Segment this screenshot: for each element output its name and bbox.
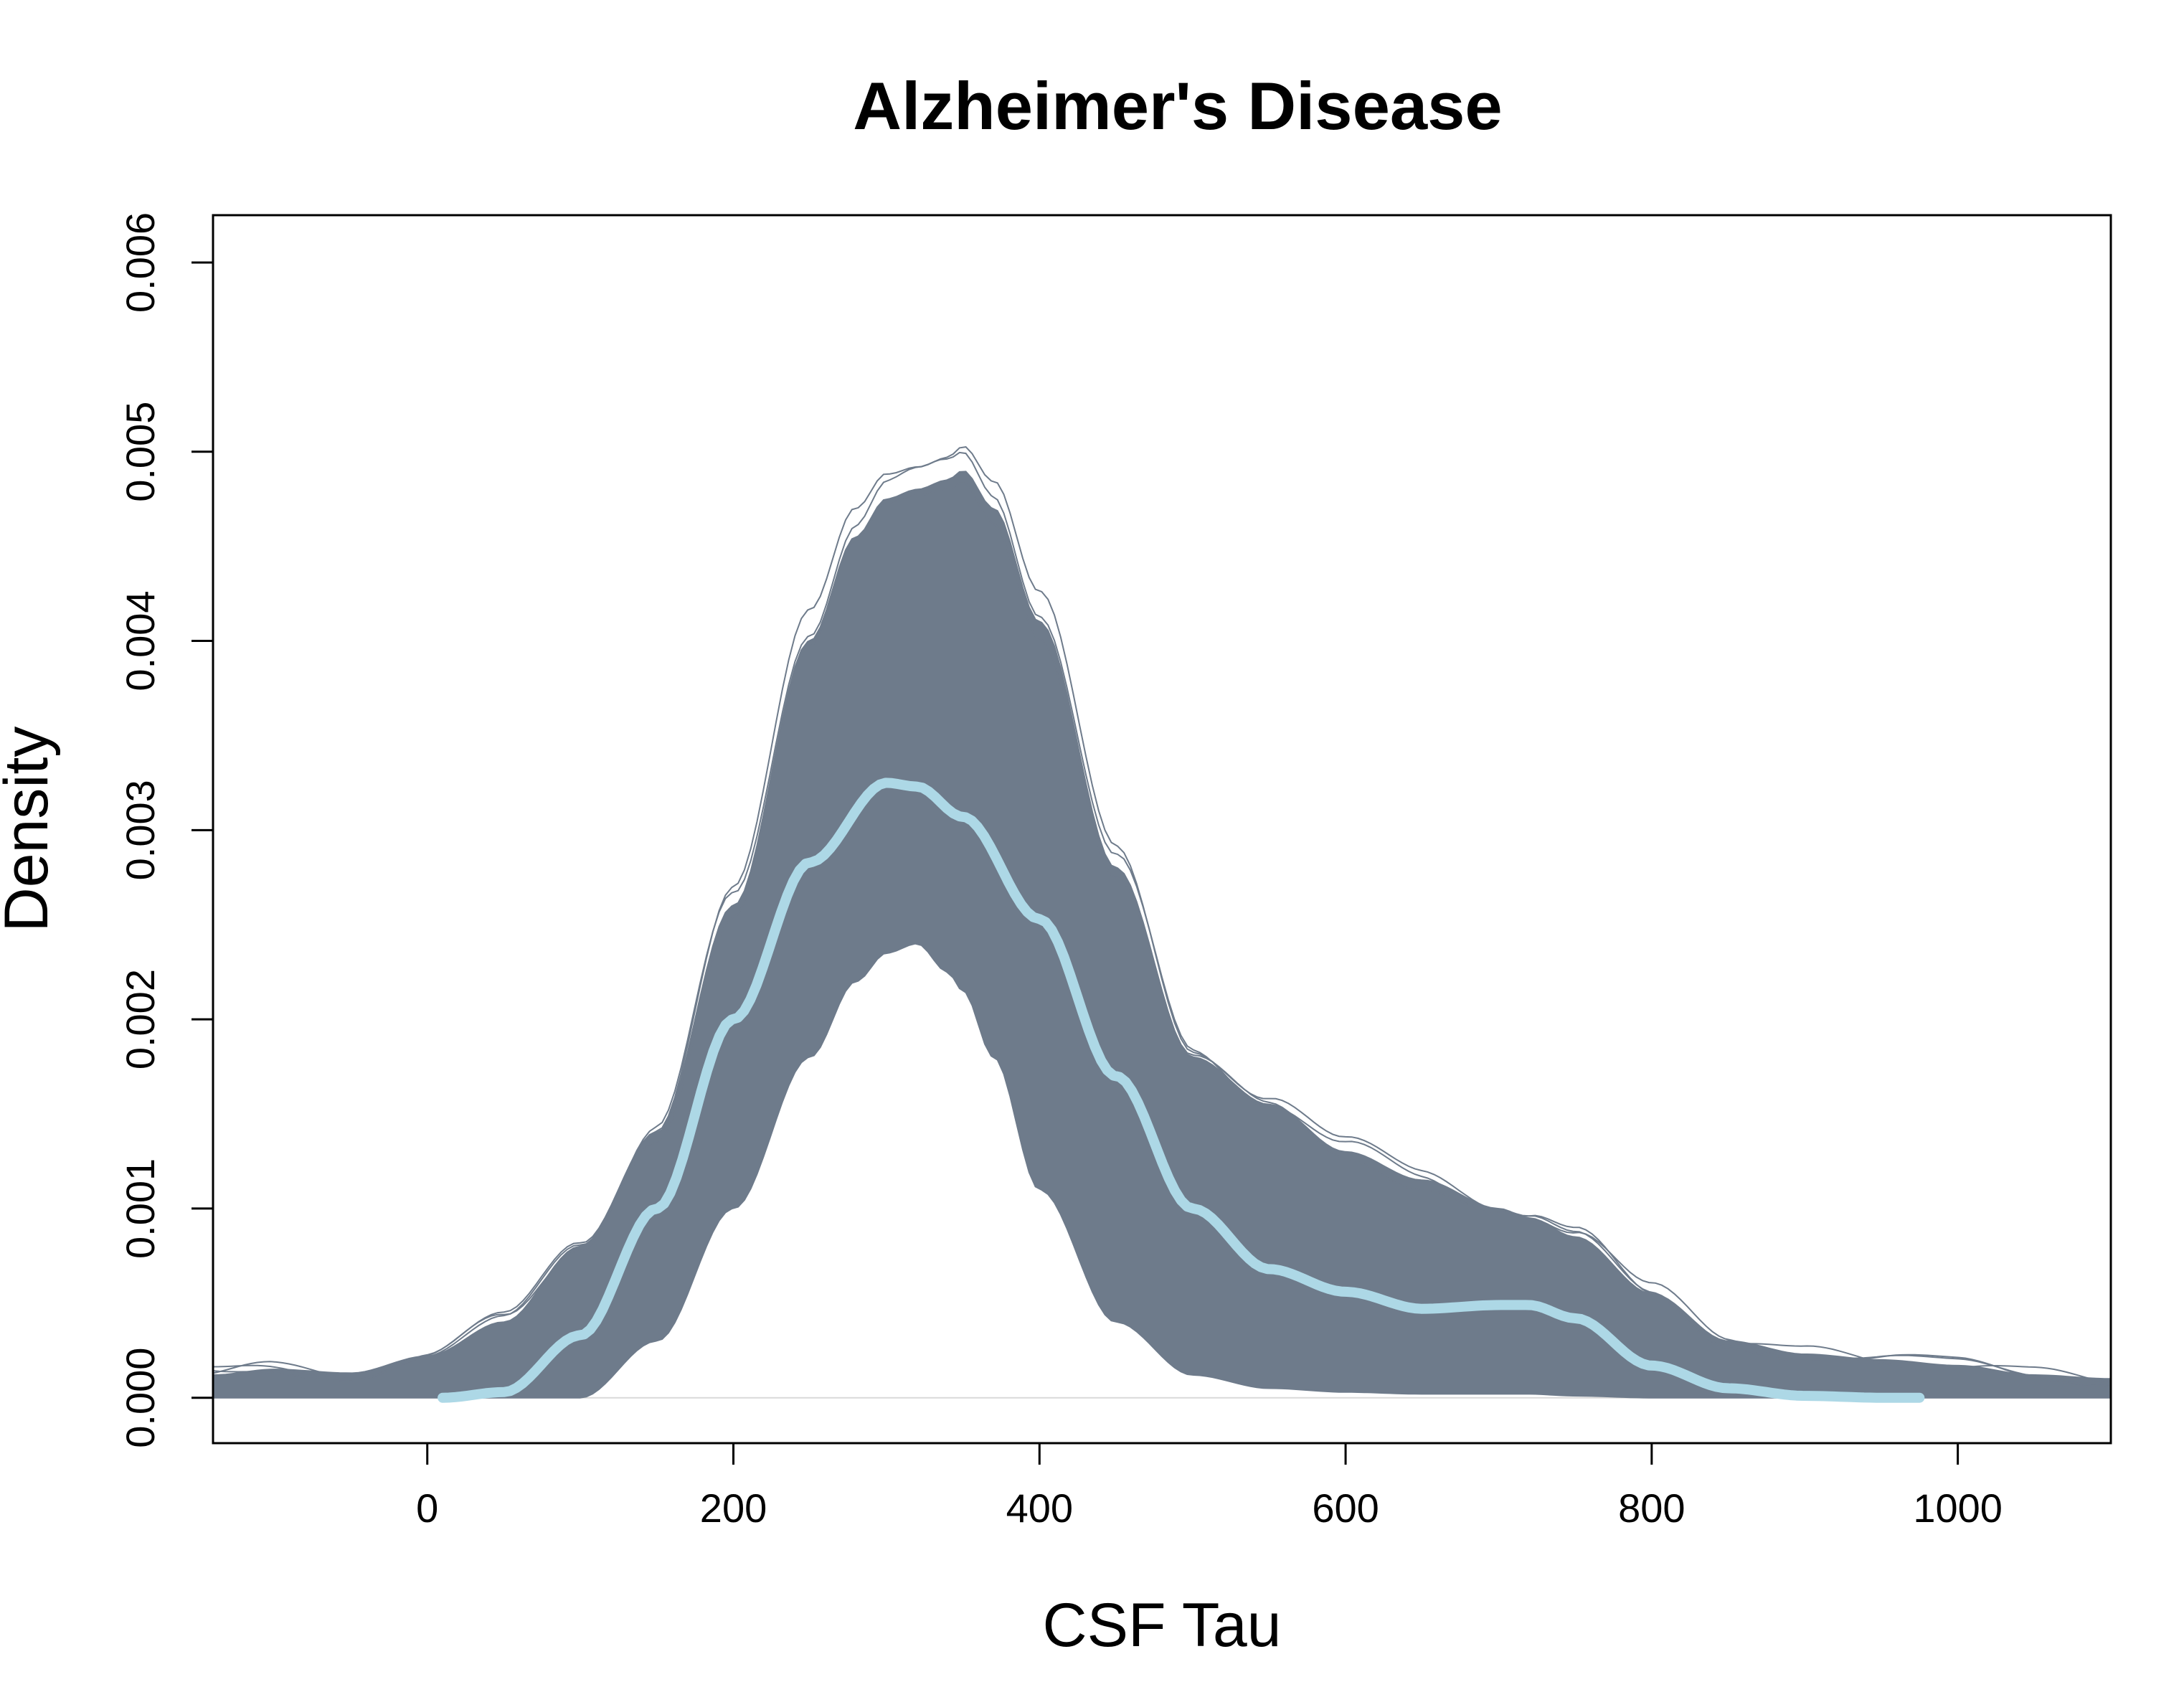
plot-area bbox=[213, 446, 2111, 1403]
y-tick-label: 0.003 bbox=[118, 780, 163, 880]
y-tick-label: 0.005 bbox=[118, 402, 163, 502]
y-tick-label: 0.000 bbox=[118, 1348, 163, 1448]
replicate-curve bbox=[213, 446, 2111, 1386]
y-tick-label: 0.006 bbox=[118, 212, 163, 313]
x-tick-label: 1000 bbox=[1913, 1485, 2003, 1531]
chart-title: Alzheimer's Disease bbox=[853, 68, 1502, 143]
x-tick-label: 600 bbox=[1312, 1485, 1379, 1531]
y-tick-label: 0.004 bbox=[118, 590, 163, 691]
y-axis-label: Density bbox=[0, 727, 61, 932]
replicate-curves bbox=[213, 446, 2111, 1388]
replicate-curve bbox=[213, 482, 2111, 1388]
x-tick-label: 0 bbox=[416, 1485, 438, 1531]
y-axis: 0.000 0.001 0.002 0.003 0.004 0.005 0.006 bbox=[118, 212, 214, 1448]
replicate-density-band bbox=[213, 471, 2111, 1399]
mean-density-line bbox=[438, 778, 1925, 1403]
y-tick-label: 0.002 bbox=[118, 969, 163, 1069]
x-tick-label: 400 bbox=[1006, 1485, 1073, 1531]
x-tick-label: 200 bbox=[700, 1485, 767, 1531]
x-axis: 0 200 400 600 800 1000 bbox=[416, 1442, 2003, 1531]
x-axis-label: CSF Tau bbox=[1043, 1591, 1282, 1660]
y-tick-label: 0.001 bbox=[118, 1158, 163, 1259]
x-tick-label: 800 bbox=[1618, 1485, 1685, 1531]
